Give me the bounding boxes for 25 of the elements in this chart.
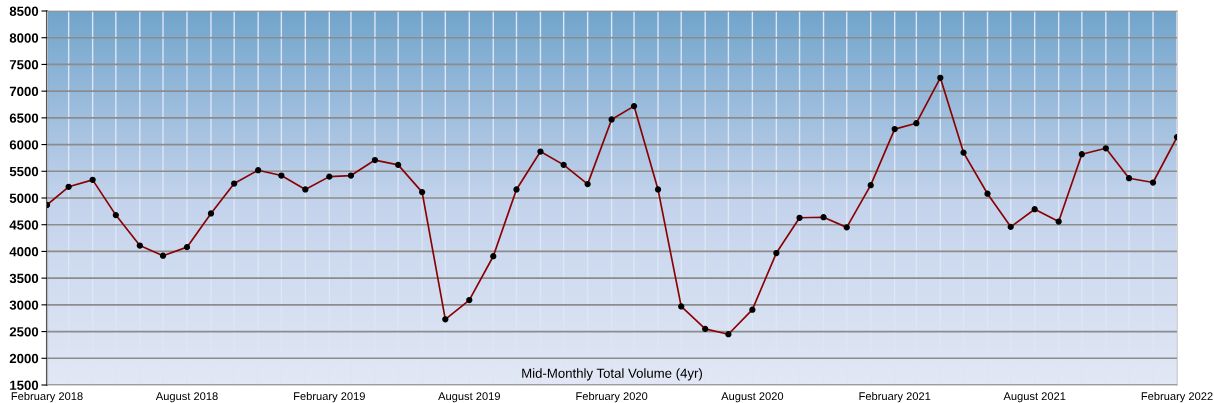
- x-tick-label: February 2018: [11, 391, 83, 403]
- x-tick-label: August 2020: [721, 392, 784, 403]
- x-tick-label: February 2021: [859, 391, 931, 403]
- y-tick-label: 1500: [10, 380, 39, 390]
- y-tick-label: 7000: [9, 86, 39, 97]
- y-tick-label: 2500: [9, 327, 39, 337]
- y-tick-label: 6500: [9, 113, 39, 123]
- x-tick-label: February 2020: [576, 391, 648, 403]
- y-tick-label: 8000: [9, 33, 39, 43]
- y-tick-label: 6000: [9, 140, 39, 150]
- text: Mid-Monthly Total Volume (4yr): [522, 368, 702, 381]
- y-tick-label: 7500: [9, 60, 39, 70]
- x-tick-label: February 2019: [294, 391, 365, 403]
- y-tick-label: 5500: [9, 166, 39, 177]
- y-tick-label: 4500: [9, 220, 39, 230]
- y-tick-label: 2000: [9, 353, 39, 364]
- x-tick-label: August 2018: [155, 392, 218, 403]
- x-tick-label: August 2021: [1003, 392, 1066, 403]
- x-tick-label: February 2022: [1141, 391, 1213, 403]
- x-tick-label: August 2019: [438, 392, 500, 403]
- y-tick-label: 4000: [9, 247, 39, 257]
- y-tick-label: 3500: [9, 273, 39, 284]
- y-tick-label: 5000: [9, 193, 39, 203]
- y-tick-label: 8500: [9, 6, 39, 16]
- y-tick-label: 3000: [9, 300, 39, 310]
